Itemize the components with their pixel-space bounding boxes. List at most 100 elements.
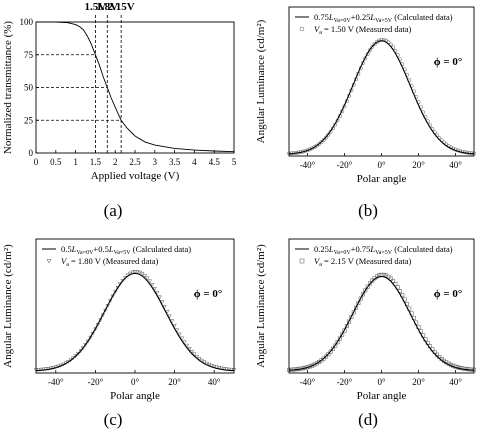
- measured-point: [172, 323, 177, 328]
- legend-text-part: a: [319, 262, 322, 268]
- y-tick-label-0: 75: [24, 50, 34, 60]
- legend-text-part: L: [328, 12, 334, 22]
- legend-text-part: Va=0V: [334, 250, 352, 256]
- subfigure-label-2: (c): [104, 410, 123, 429]
- measured-point: [370, 44, 375, 49]
- measured-point: [310, 146, 315, 151]
- legend-text-part: a: [319, 30, 322, 36]
- measured-point: [115, 286, 120, 290]
- x-axis-label-0: Applied voltage (V): [91, 170, 180, 182]
- measured-point: [142, 274, 148, 278]
- chart-panel-c: Angular Luminance (cd/m²) Polar angle (c) -…: [2, 238, 237, 429]
- chart-panel-a: Normalized transmittance (%) Applied volt…: [2, 1, 237, 220]
- measured-point: [130, 270, 135, 275]
- x-tick-label-1: -20°: [337, 160, 353, 170]
- legend-text-part: Va=0V: [76, 250, 94, 256]
- x-tick-label-0: 4: [192, 157, 197, 167]
- x-tick-label-3: 0°: [377, 377, 386, 387]
- x-tick-label-2: 0°: [131, 377, 140, 387]
- voltage-annotation-2: 2.15V: [108, 1, 135, 13]
- calculated-line-b: [288, 40, 475, 155]
- legend-text-part: L: [369, 12, 375, 22]
- measured-point: [187, 347, 192, 351]
- legend-marker-swatch-b: [299, 26, 305, 32]
- measured-point: [391, 279, 396, 284]
- measured-point: [194, 354, 200, 359]
- measured-point: [328, 349, 333, 354]
- measured-point: [113, 290, 118, 295]
- measured-point: [152, 286, 157, 291]
- x-tick-label-2: -40°: [48, 377, 64, 387]
- x-tick-label-3: 20°: [412, 377, 425, 387]
- legend-text-part: = 1.80 V (Measured data): [69, 256, 159, 266]
- x-tick-label-0: 0: [34, 157, 39, 167]
- measured-point: [197, 356, 202, 361]
- x-tick-label-1: -40°: [300, 160, 316, 170]
- measured-point: [358, 296, 363, 301]
- measured-point: [310, 363, 315, 368]
- x-tick-label-3: -20°: [337, 377, 353, 387]
- measured-point: [189, 349, 195, 354]
- x-tick-label-1: 40°: [449, 160, 462, 170]
- measured-point: [160, 300, 165, 305]
- x-tick-label-3: 40°: [449, 377, 462, 387]
- x-tick-label-3: -40°: [300, 377, 316, 387]
- chart-panel-b: Angular Luminance (cd/m²) Polar angle (b) -…: [255, 6, 476, 220]
- y-axis-label-2: Angular Luminance (cd/m²): [2, 244, 14, 368]
- x-axis-label-3: Polar angle: [357, 390, 407, 402]
- y-tick-label-0: 50: [24, 83, 34, 93]
- measured-point: [135, 270, 140, 274]
- legend-text-part: 0.25: [314, 244, 329, 254]
- measured-point: [367, 281, 372, 286]
- measured-point: [219, 366, 224, 371]
- measured-point: [317, 142, 322, 147]
- measured-point: [333, 343, 338, 348]
- x-tick-label-1: 20°: [412, 160, 425, 170]
- legend-text-part: +0.5: [93, 244, 108, 254]
- phi-angle-label-b: ϕ = 0°: [434, 56, 463, 68]
- measured-point: [167, 314, 172, 319]
- legend-entry-b: 0.75LVa=0V+0.25LVa=5V (Calculated data): [314, 12, 453, 24]
- measured-point: [229, 367, 234, 372]
- legend-entry-d: Va = 2.15 V (Measured data): [314, 256, 412, 268]
- x-tick-label-0: 2.5: [129, 157, 141, 167]
- legend-text-part: +0.75: [351, 244, 371, 254]
- legend-entry-c: 0.5LVa=0V+0.5LVa=5V (Calculated data): [61, 244, 191, 256]
- measured-point: [324, 354, 328, 359]
- measured-point: [117, 282, 123, 287]
- measured-point: [145, 276, 150, 281]
- legend-text-part: = 2.15 V (Measured data): [322, 256, 412, 266]
- measured-point: [226, 367, 232, 372]
- measured-point: [365, 284, 370, 289]
- measured-point: [335, 340, 340, 345]
- measured-point: [179, 336, 185, 341]
- x-axis-label-1: Polar angle: [357, 173, 407, 185]
- measured-point: [33, 368, 39, 373]
- measured-point: [212, 364, 217, 369]
- measured-point: [150, 283, 155, 287]
- legend-text-part: a: [66, 262, 69, 268]
- measured-point: [165, 309, 170, 314]
- measured-point: [326, 132, 331, 137]
- legend-text-part: V: [61, 256, 68, 266]
- x-tick-label-0: 2: [113, 157, 118, 167]
- x-tick-label-2: 40°: [208, 377, 221, 387]
- plot-frame-0: [35, 21, 235, 154]
- measured-point: [157, 295, 162, 300]
- measured-point: [127, 271, 133, 276]
- y-tick-label-0: 25: [24, 115, 34, 125]
- measured-point: [155, 291, 160, 295]
- legend-text-part: V: [314, 256, 321, 266]
- legend-text-part: (Calculated data): [131, 244, 192, 254]
- phi-angle-label-d: ϕ = 0°: [434, 288, 463, 300]
- measured-point: [36, 368, 41, 372]
- measured-point: [174, 328, 180, 333]
- legend-text-part: Va=5V: [114, 250, 132, 256]
- y-tick-label-0: 100: [20, 17, 34, 27]
- measured-point: [367, 48, 372, 53]
- legend-entry-b: Va = 1.50 V (Measured data): [314, 24, 412, 36]
- legend-text-part: Va=5V: [375, 18, 393, 24]
- measured-point: [224, 367, 229, 372]
- subfigure-label-0: (a): [104, 201, 123, 220]
